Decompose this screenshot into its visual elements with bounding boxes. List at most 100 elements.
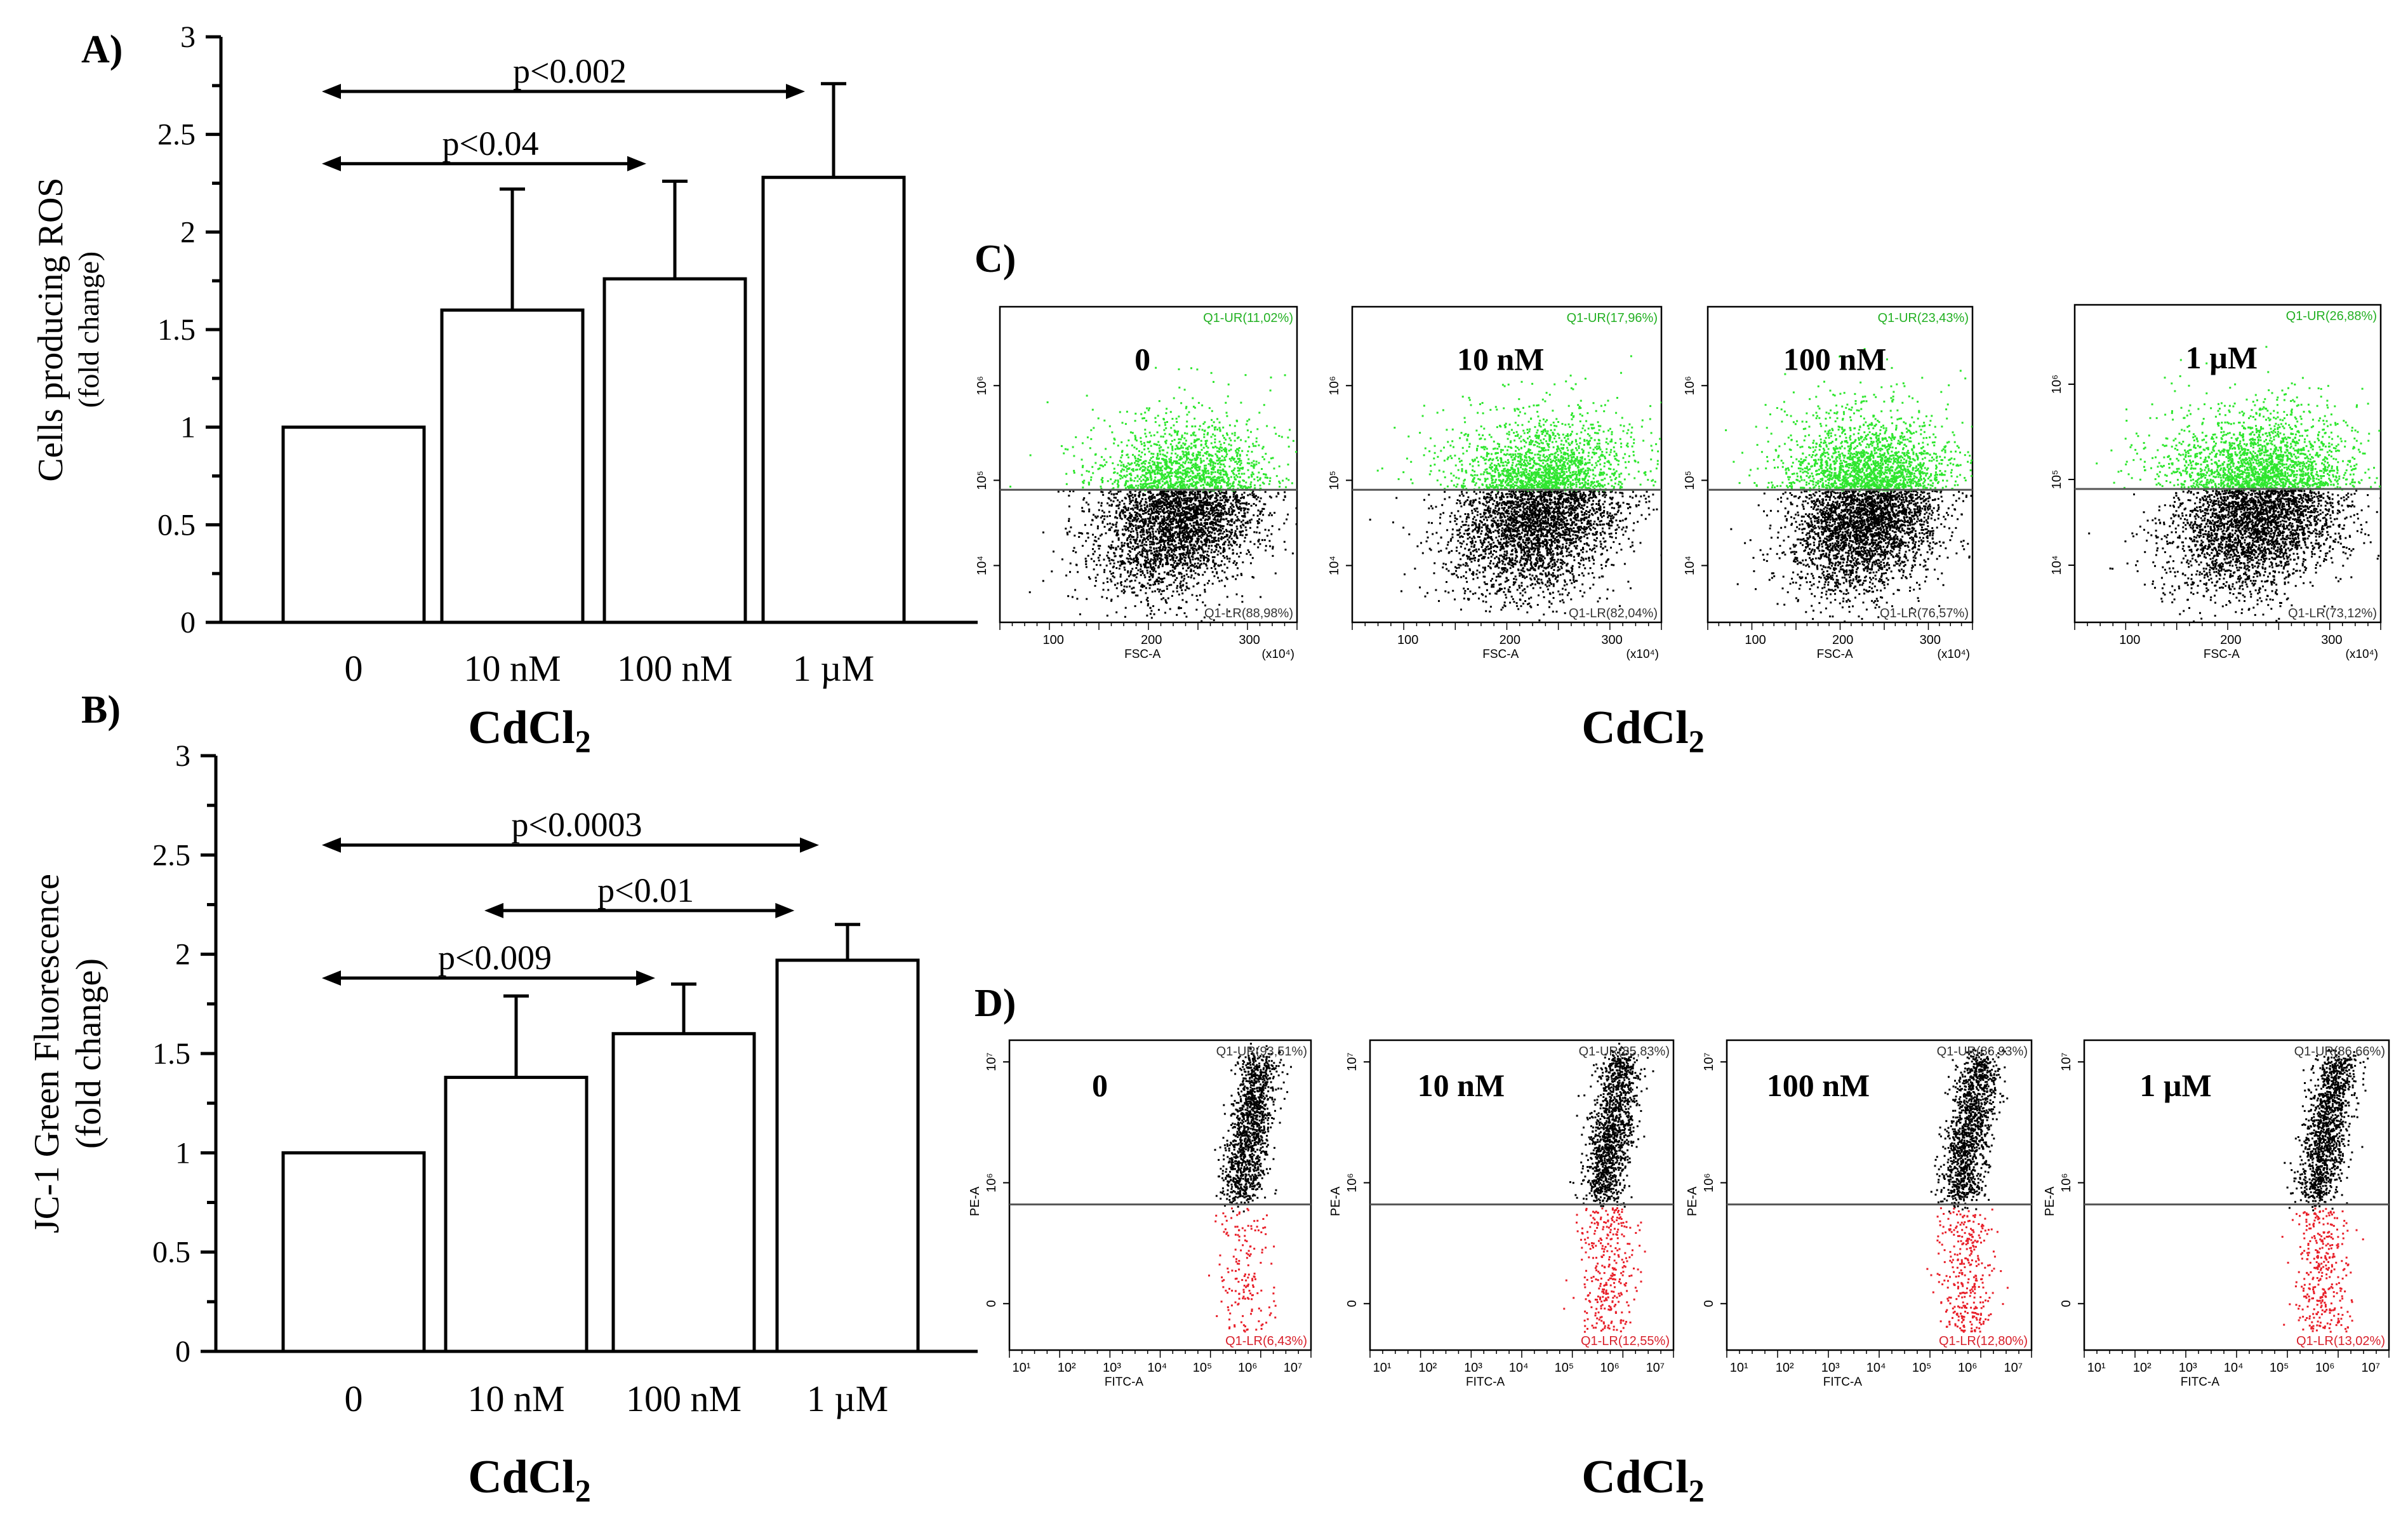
event-dot bbox=[1206, 440, 1208, 442]
event-dot bbox=[1132, 507, 1134, 509]
event-dot bbox=[1173, 559, 1174, 561]
event-dot bbox=[1203, 447, 1205, 449]
event-dot bbox=[1167, 539, 1169, 541]
event-dot bbox=[1145, 587, 1147, 589]
event-dot bbox=[1567, 433, 1569, 435]
event-dot bbox=[1145, 541, 1147, 543]
event-dot bbox=[1199, 452, 1201, 453]
event-dot bbox=[1247, 549, 1249, 551]
event-dot bbox=[1238, 450, 1240, 452]
event-dot bbox=[1126, 579, 1128, 580]
event-dot bbox=[1164, 467, 1166, 469]
event-dot bbox=[1178, 510, 1180, 512]
event-dot bbox=[1115, 479, 1117, 481]
event-dot bbox=[1201, 537, 1202, 539]
event-dot bbox=[1224, 448, 1226, 450]
event-dot bbox=[1140, 441, 1142, 443]
event-dot bbox=[1220, 444, 1222, 446]
event-dot bbox=[1168, 525, 1170, 526]
event-dot bbox=[1105, 448, 1107, 450]
event-dot bbox=[1189, 483, 1191, 485]
event-dot bbox=[1258, 540, 1260, 542]
event-dot bbox=[1199, 505, 1201, 507]
event-dot bbox=[1193, 476, 1195, 478]
event-dot bbox=[1166, 586, 1168, 587]
event-dot bbox=[1237, 452, 1239, 454]
event-dot bbox=[1480, 513, 1482, 515]
event-dot bbox=[1171, 434, 1173, 436]
event-dot bbox=[1181, 558, 1183, 560]
y-tick-label: 10⁴ bbox=[975, 556, 989, 575]
event-dot bbox=[1150, 496, 1152, 498]
event-dot bbox=[1141, 526, 1143, 528]
event-dot bbox=[1202, 455, 1204, 457]
event-dot bbox=[1179, 546, 1181, 548]
event-dot bbox=[1115, 526, 1117, 528]
event-dot bbox=[1147, 533, 1148, 535]
event-dot bbox=[1093, 568, 1095, 570]
event-dot bbox=[1155, 469, 1157, 471]
event-dot bbox=[1120, 457, 1122, 459]
event-dot bbox=[1098, 509, 1100, 511]
event-dot bbox=[1144, 486, 1146, 488]
event-dot bbox=[1088, 511, 1090, 512]
event-dot bbox=[1404, 573, 1406, 575]
event-dot bbox=[1130, 431, 1132, 433]
event-dot bbox=[1162, 522, 1164, 524]
event-dot bbox=[1190, 462, 1192, 464]
event-dot bbox=[1148, 566, 1150, 568]
event-dot bbox=[1234, 478, 1236, 480]
event-dot bbox=[1166, 496, 1167, 498]
event-dot bbox=[1128, 487, 1130, 489]
event-dot bbox=[1147, 597, 1148, 599]
event-dot bbox=[1157, 469, 1159, 471]
event-dot bbox=[1090, 429, 1092, 431]
event-dot bbox=[1172, 484, 1174, 486]
event-dot bbox=[1173, 519, 1174, 521]
event-dot bbox=[1083, 511, 1085, 512]
event-dot bbox=[1074, 589, 1076, 591]
event-dot bbox=[1155, 467, 1157, 469]
event-dot bbox=[1187, 474, 1188, 476]
event-dot bbox=[1130, 542, 1132, 544]
event-dot bbox=[1139, 509, 1141, 511]
event-dot bbox=[1195, 505, 1197, 507]
event-dot bbox=[1197, 524, 1199, 526]
event-dot bbox=[1239, 546, 1241, 548]
event-dot bbox=[1269, 546, 1271, 547]
event-dot bbox=[1116, 535, 1118, 537]
event-dot bbox=[1122, 512, 1124, 514]
event-dot bbox=[1161, 520, 1163, 522]
event-dot bbox=[1212, 571, 1214, 573]
event-dot bbox=[1235, 578, 1237, 580]
event-dot bbox=[1183, 503, 1185, 505]
event-dot bbox=[1150, 579, 1152, 580]
event-dot bbox=[1140, 564, 1141, 566]
event-dot bbox=[1174, 560, 1176, 562]
xlabel-d: CdCl2 bbox=[1581, 1451, 1705, 1508]
event-dot bbox=[1185, 471, 1187, 473]
event-dot bbox=[1166, 465, 1167, 467]
event-dot bbox=[1272, 457, 1274, 459]
event-dot bbox=[1201, 524, 1203, 526]
event-dot bbox=[1178, 521, 1180, 523]
event-dot bbox=[1185, 523, 1187, 525]
event-dot bbox=[1228, 479, 1230, 481]
significance-label: p<0.0003 bbox=[512, 806, 642, 844]
event-dot bbox=[1161, 593, 1162, 595]
category-label: 10 nM bbox=[467, 1378, 564, 1419]
event-dot bbox=[1115, 567, 1117, 569]
event-dot bbox=[1474, 559, 1476, 561]
event-dot bbox=[1194, 527, 1195, 529]
event-dot bbox=[1233, 506, 1235, 508]
event-dot bbox=[1211, 468, 1213, 470]
event-dot bbox=[1143, 417, 1145, 419]
event-dot bbox=[1514, 485, 1516, 486]
event-dot bbox=[1115, 524, 1117, 526]
event-dot bbox=[1097, 528, 1099, 530]
event-dot bbox=[1244, 540, 1246, 542]
event-dot bbox=[1154, 476, 1156, 478]
event-dot bbox=[1171, 464, 1173, 466]
event-dot bbox=[1191, 575, 1193, 577]
event-dot bbox=[1166, 480, 1167, 482]
